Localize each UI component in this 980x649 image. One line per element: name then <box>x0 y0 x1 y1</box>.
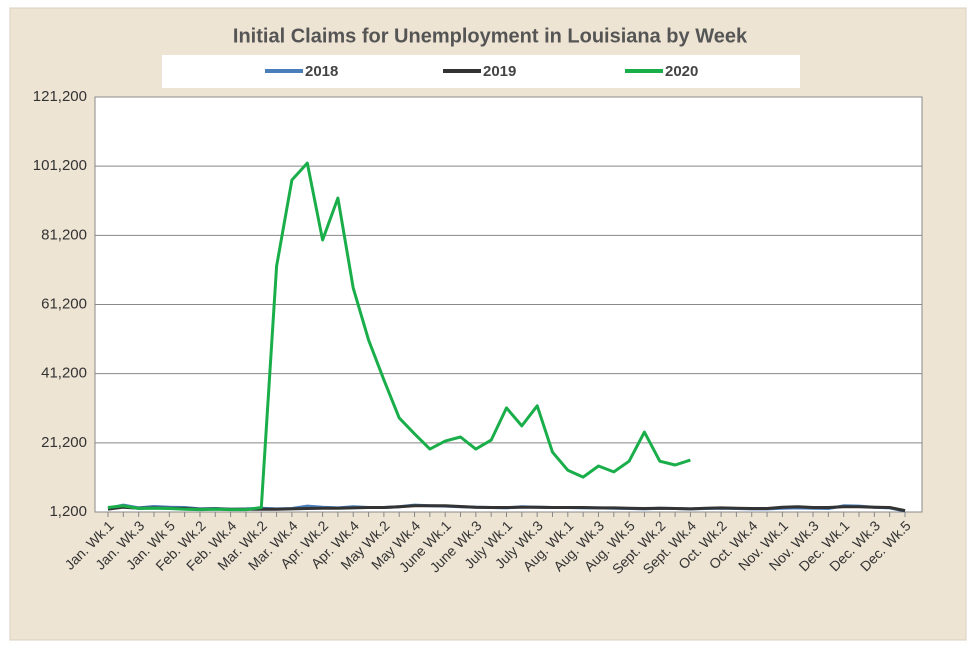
series-line <box>107 161 691 512</box>
legend-label: 2019 <box>483 63 516 80</box>
y-tick-label: 61,200 <box>41 295 87 312</box>
y-tick-label: 41,200 <box>41 365 87 382</box>
y-tick-label: 121,200 <box>33 88 87 105</box>
chart-title: Initial Claims for Unemployment in Louis… <box>233 25 748 47</box>
y-tick-label: 81,200 <box>41 226 87 243</box>
y-tick-label: 1,200 <box>49 503 87 520</box>
y-tick-label: 21,200 <box>41 434 87 451</box>
legend-label: 2018 <box>305 63 338 80</box>
legend-label: 2020 <box>665 63 698 80</box>
y-tick-label: 101,200 <box>33 157 87 174</box>
